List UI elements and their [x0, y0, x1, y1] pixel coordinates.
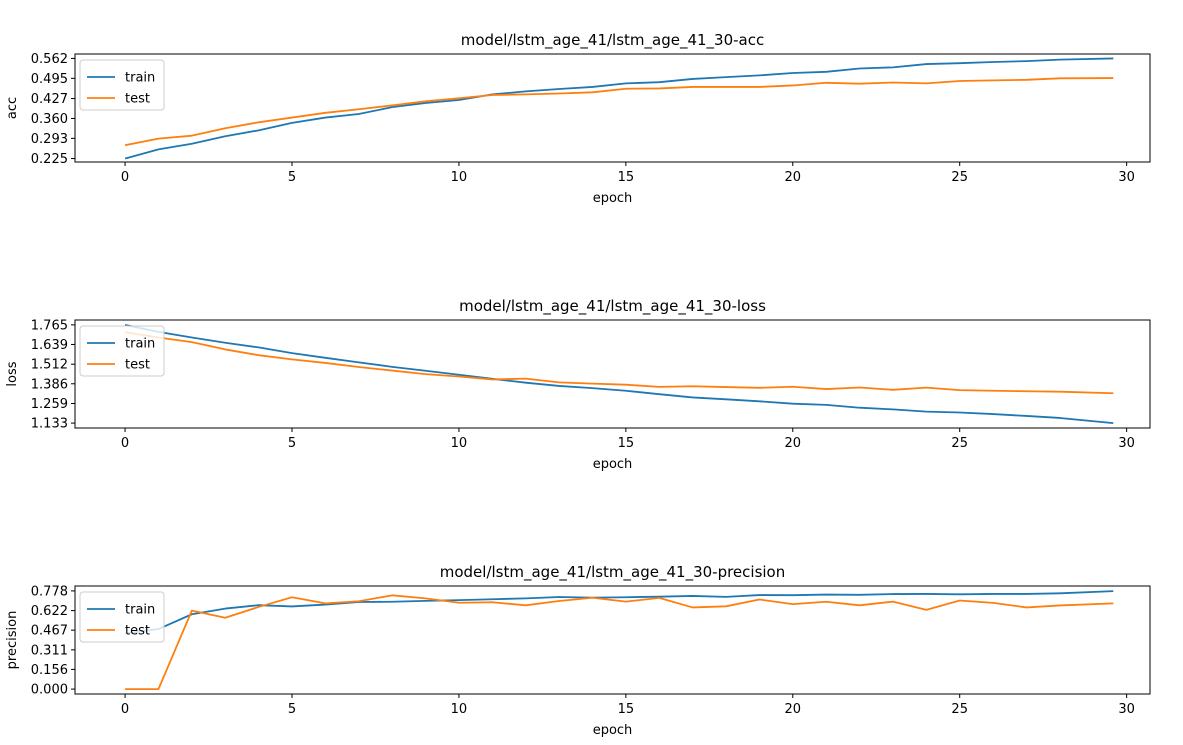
legend-label-test: test: [125, 358, 150, 373]
y-tick-label: 1.386: [31, 377, 68, 392]
series-line-train: [124, 590, 1114, 635]
plot-frame: [74, 319, 1151, 429]
legend-label-train: train: [125, 603, 155, 618]
chart-title: model/lstm_age_41/lstm_age_41_30-loss: [459, 297, 766, 316]
x-tick-label: 5: [288, 436, 296, 451]
legend-label-test: test: [125, 624, 150, 639]
chart-2: model/lstm_age_41/lstm_age_41_30-precisi…: [5, 563, 1151, 738]
y-tick-label: 0.467: [31, 624, 68, 639]
y-tick-label: 0.622: [31, 604, 68, 619]
plot-frame: [74, 585, 1151, 695]
legend-label-train: train: [125, 337, 155, 352]
x-tick-label: 20: [785, 702, 802, 717]
chart-1: model/lstm_age_41/lstm_age_41_30-loss 0 5 1…: [5, 297, 1151, 472]
y-tick-label: 1.765: [31, 318, 68, 333]
x-axis-label: epoch: [593, 191, 633, 206]
y-tick-label: 1.133: [31, 417, 68, 432]
y-tick-label: 0.000: [31, 683, 68, 698]
x-tick-label: 0: [121, 436, 129, 451]
x-tick-label: 15: [618, 702, 635, 717]
chart-title: model/lstm_age_41/lstm_age_41_30-acc: [461, 31, 765, 50]
x-tick-label: 5: [288, 170, 296, 185]
y-axis-label: acc: [5, 97, 20, 119]
x-axis-label: epoch: [593, 723, 633, 738]
x-tick-label: 25: [951, 436, 968, 451]
x-tick-label: 25: [951, 170, 968, 185]
y-tick-label: 0.562: [31, 52, 68, 67]
series-line-test: [124, 77, 1114, 147]
legend-label-test: test: [125, 92, 150, 107]
x-axis-label: epoch: [593, 457, 633, 472]
y-tick-label: 0.311: [31, 643, 68, 658]
plot-frame: [74, 53, 1151, 163]
y-tick-label: 0.293: [31, 132, 68, 147]
x-tick-label: 25: [951, 702, 968, 717]
x-tick-label: 0: [121, 702, 129, 717]
series-line-test: [124, 331, 1114, 395]
x-tick-label: 15: [618, 170, 635, 185]
x-tick-label: 30: [1118, 170, 1135, 185]
x-tick-label: 0: [121, 170, 129, 185]
series-line-train: [124, 323, 1114, 424]
y-tick-label: 1.512: [31, 358, 68, 373]
series-line-train: [124, 57, 1114, 160]
x-tick-label: 20: [785, 436, 802, 451]
y-axis-label: loss: [5, 361, 20, 386]
chart-0: model/lstm_age_41/lstm_age_41_30-acc 0 5 10…: [5, 31, 1151, 206]
y-tick-label: 0.778: [31, 584, 68, 599]
y-tick-label: 0.156: [31, 663, 68, 678]
y-tick-label: 1.639: [31, 338, 68, 353]
x-tick-label: 10: [451, 702, 468, 717]
y-tick-label: 0.495: [31, 72, 68, 87]
x-tick-label: 15: [618, 436, 635, 451]
y-tick-label: 0.427: [31, 92, 68, 107]
x-tick-label: 30: [1118, 436, 1135, 451]
legend-label-train: train: [125, 71, 155, 86]
x-tick-label: 20: [785, 170, 802, 185]
chart-title: model/lstm_age_41/lstm_age_41_30-precisi…: [440, 563, 786, 582]
x-tick-label: 5: [288, 702, 296, 717]
x-tick-label: 10: [451, 170, 468, 185]
y-axis-label: precision: [5, 611, 20, 670]
y-tick-label: 0.225: [31, 152, 68, 167]
series-line-test: [125, 594, 1114, 690]
y-tick-label: 1.259: [31, 397, 68, 412]
x-tick-label: 30: [1118, 702, 1135, 717]
y-tick-label: 0.360: [31, 112, 68, 127]
x-tick-label: 10: [451, 436, 468, 451]
